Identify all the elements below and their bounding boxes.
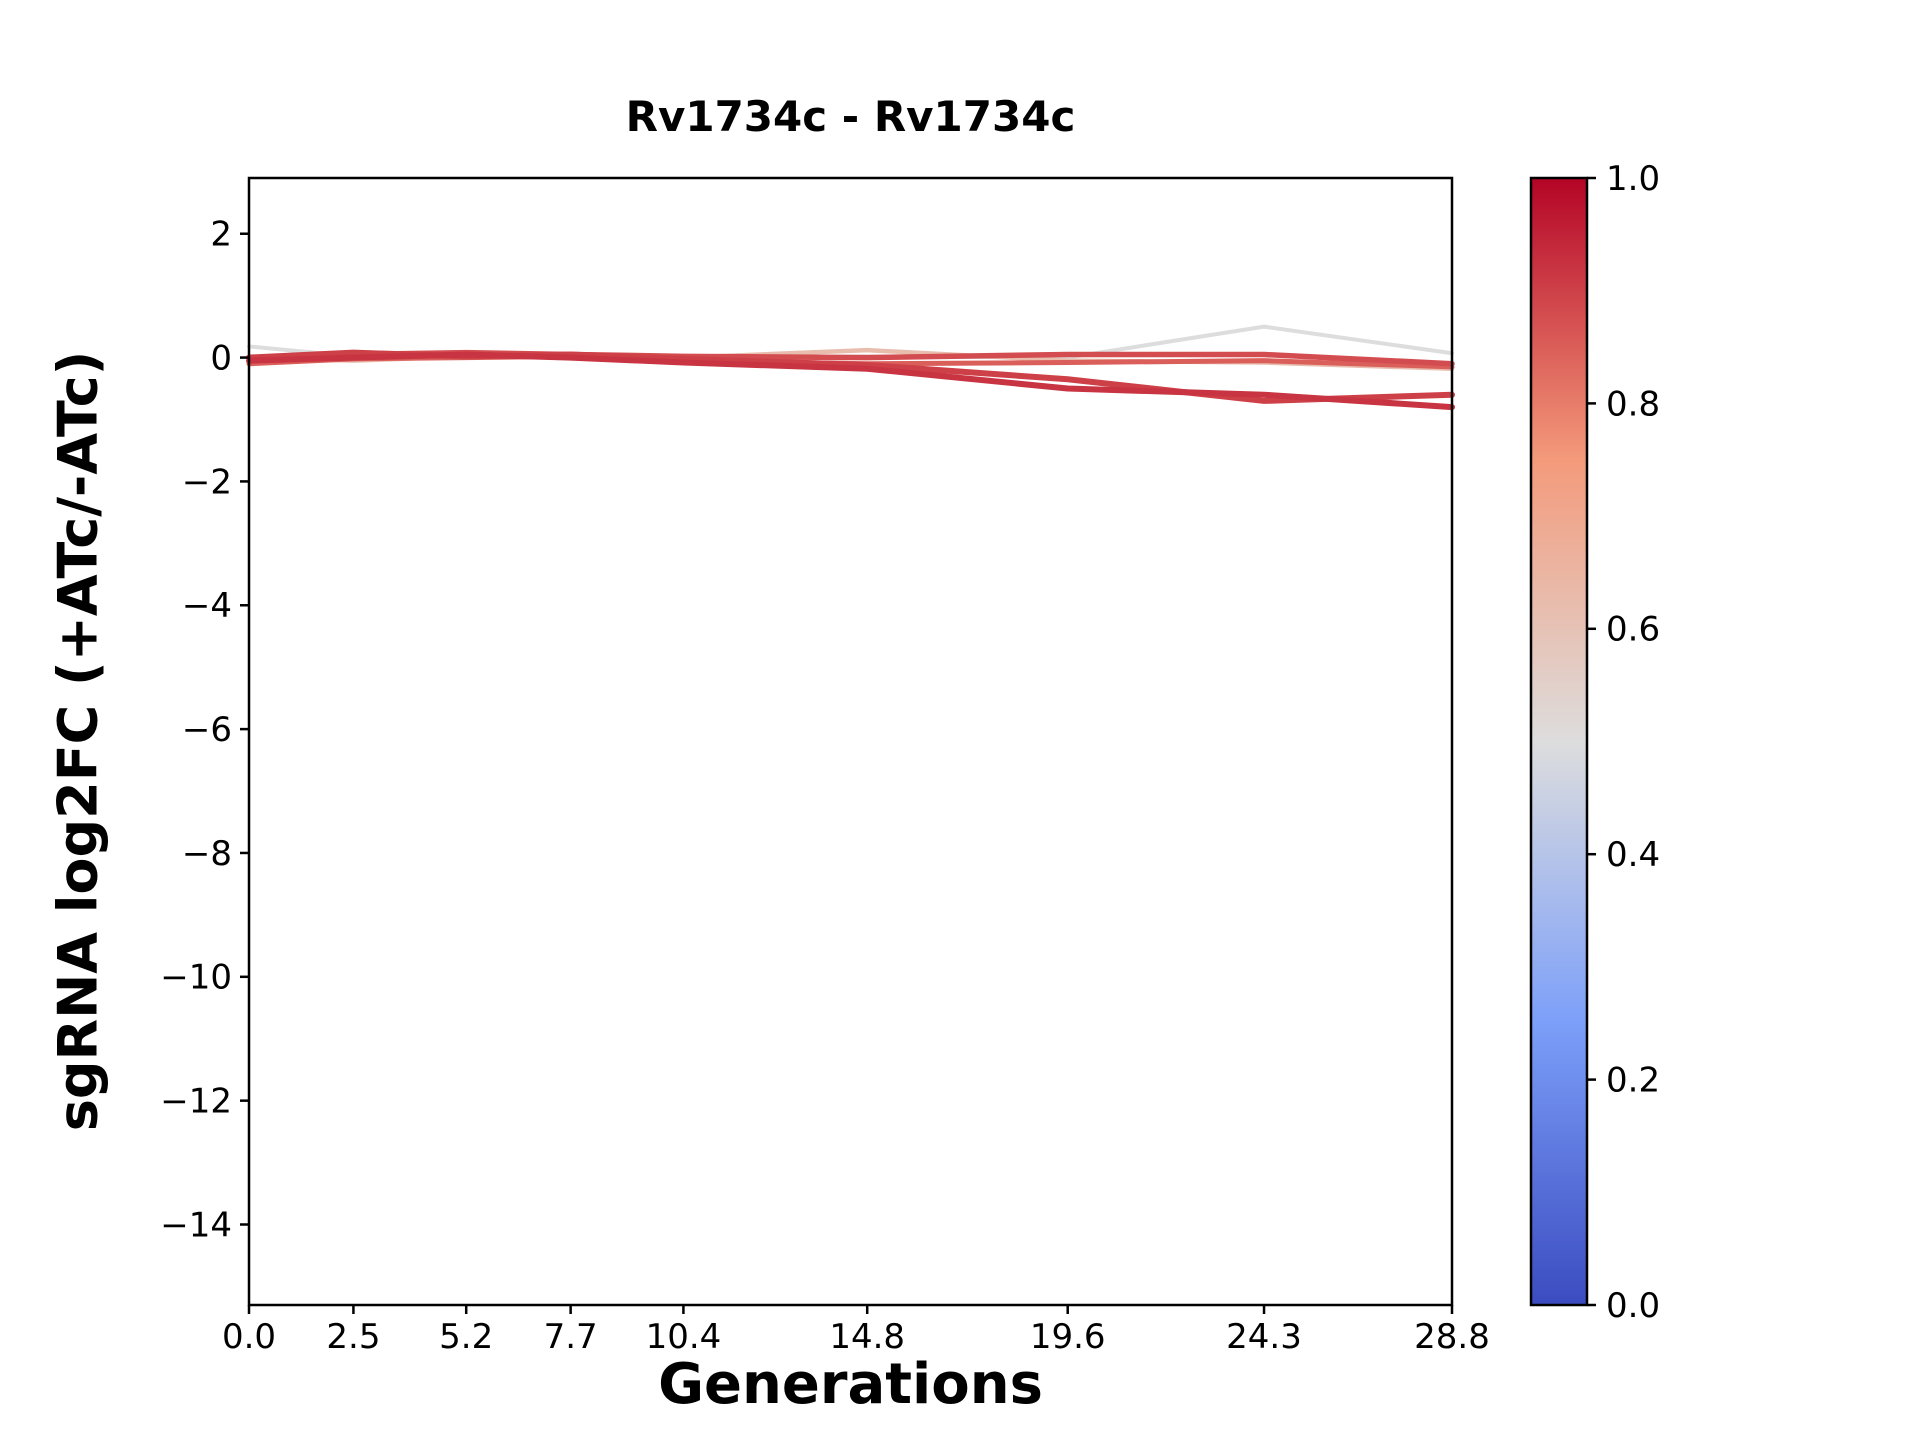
x-axis-label: Generations xyxy=(658,1352,1043,1417)
x-tick-label: 19.6 xyxy=(1030,1317,1106,1357)
x-tick-label: 24.3 xyxy=(1226,1317,1302,1357)
y-tick-label: −6 xyxy=(182,710,232,750)
y-tick-label: 0 xyxy=(210,338,232,378)
y-axis-label: sgRNA log2FC (+ATc/-ATc) xyxy=(46,350,110,1132)
x-tick-label: 10.4 xyxy=(646,1317,722,1357)
colorbar-tick-label: 0.0 xyxy=(1606,1286,1660,1326)
axes-spines xyxy=(247,176,1454,1307)
y-tick-label: −12 xyxy=(160,1082,232,1122)
y-tick-label: −2 xyxy=(182,462,232,502)
colorbar-tick-label: 1.0 xyxy=(1606,159,1660,199)
x-tick-label: 2.5 xyxy=(326,1317,380,1357)
series-sgRNA-line-6 xyxy=(246,351,1455,411)
colorbar-tick-label: 0.8 xyxy=(1606,384,1660,424)
y-tick-label: 2 xyxy=(210,215,232,255)
colorbar-tick-label: 0.4 xyxy=(1606,835,1660,875)
x-tick-label: 5.2 xyxy=(439,1317,493,1357)
colorbar-tick-label: 0.2 xyxy=(1606,1061,1660,1101)
chart-title: Rv1734c - Rv1734c xyxy=(625,92,1076,141)
colorbar xyxy=(1529,176,1589,1307)
colorbar-tick-label: 0.6 xyxy=(1606,610,1660,650)
x-tick-label: 28.8 xyxy=(1414,1317,1490,1357)
y-tick-label: −14 xyxy=(160,1205,232,1245)
x-tick-label: 7.7 xyxy=(544,1317,598,1357)
y-tick-label: −10 xyxy=(160,958,232,998)
x-tick-label: 14.8 xyxy=(829,1317,905,1357)
x-tick-label: 0.0 xyxy=(222,1317,276,1357)
y-tick-label: −8 xyxy=(182,834,232,874)
y-tick-label: −4 xyxy=(182,586,232,626)
